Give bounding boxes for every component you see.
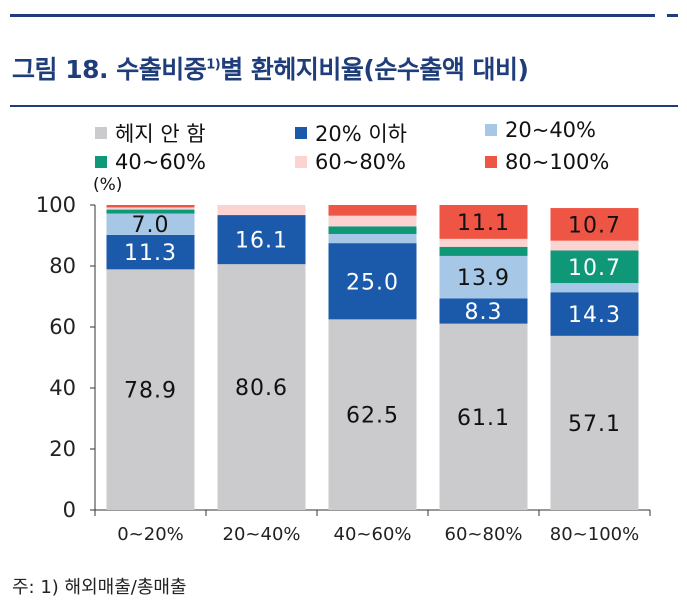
title-superscript: 1): [206, 57, 221, 73]
data-label: 80.6: [235, 376, 288, 401]
bar-segment: [550, 208, 639, 241]
y-tick-label: 100: [36, 193, 76, 217]
data-label: 78.9: [124, 379, 177, 404]
bar-segment: [439, 255, 528, 299]
bar-segment: [439, 298, 528, 324]
bar-segment: [328, 319, 417, 510]
top-rule: [10, 14, 678, 17]
bar-segment: [439, 246, 528, 256]
data-label: 7.0: [132, 213, 170, 238]
bar-segment: [106, 205, 195, 208]
bar-segment: [106, 207, 195, 210]
legend-item-under-20: 20% 이하: [295, 118, 407, 148]
bar-segment: [328, 233, 417, 244]
bar-segment: [439, 205, 528, 239]
legend-swatch: [95, 156, 107, 168]
legend-swatch: [485, 124, 497, 136]
legend-label: 60~80%: [315, 150, 406, 174]
data-label: 14.3: [568, 303, 621, 328]
y-tick-label: 80: [49, 254, 76, 278]
legend-swatch: [295, 156, 307, 168]
data-label: 25.0: [346, 270, 399, 295]
legend-swatch: [95, 127, 107, 139]
legend-label: 20~40%: [505, 118, 596, 142]
legend-label: 80~100%: [505, 150, 610, 174]
legend-label: 40~60%: [115, 150, 206, 174]
title-main: 그림 18. 수출비중: [12, 55, 207, 84]
y-tick-label: 60: [49, 315, 76, 339]
bar-segment: [106, 269, 195, 510]
data-label: 11.3: [124, 241, 177, 266]
figure-title: 그림 18. 수출비중1)별 환헤지비율(순수출액 대비): [12, 50, 529, 86]
data-label: 10.7: [568, 213, 621, 238]
data-label: 62.5: [346, 404, 399, 429]
bar-segment: [106, 213, 195, 235]
data-label: 57.1: [568, 412, 621, 437]
bar-segment: [106, 209, 195, 214]
legend-item-80-100: 80~100%: [485, 150, 609, 174]
title-rest: 별 환헤지비율(순수출액 대비): [220, 55, 529, 84]
legend-item-60-80: 60~80%: [295, 150, 406, 174]
legend-swatch: [485, 156, 497, 168]
legend-label: 20% 이하: [315, 122, 407, 146]
legend-label: 헤지 안 함: [115, 122, 206, 146]
bar-segment: [328, 226, 417, 234]
x-tick-label: 40~60%: [334, 524, 412, 545]
legend-item-40-60: 40~60%: [95, 150, 206, 174]
title-rule: [10, 105, 678, 107]
x-tick-label: 60~80%: [445, 524, 523, 545]
y-axis-unit: (%): [93, 175, 123, 195]
bar-segment: [439, 323, 528, 510]
data-label: 10.7: [568, 256, 621, 281]
legend-item-20-40: 20~40%: [485, 118, 596, 142]
bar-segment: [217, 205, 306, 216]
y-tick-label: 20: [49, 437, 76, 461]
bar-segment: [550, 240, 639, 251]
bar-segment: [106, 234, 195, 270]
top-rule-gap: [655, 14, 667, 17]
legend-item-no-hedge: 헤지 안 함: [95, 118, 206, 148]
bar-segment: [550, 292, 639, 336]
bar-segment: [550, 283, 639, 293]
bar-segment: [439, 238, 528, 247]
data-label: 61.1: [457, 406, 510, 431]
y-tick-label: 0: [63, 498, 76, 522]
x-tick-label: 20~40%: [223, 524, 301, 545]
bar-segment: [328, 215, 417, 227]
bar-segment: [550, 335, 639, 510]
bar-segment: [217, 215, 306, 265]
footnote: 주: 1) 해외매출/총매출: [12, 577, 187, 598]
bar-segment: [328, 205, 417, 216]
x-tick-label: 0~20%: [117, 524, 184, 545]
bar-segment: [217, 264, 306, 510]
data-label: 16.1: [235, 229, 288, 254]
bar-segment: [328, 243, 417, 320]
data-label: 11.1: [457, 211, 510, 236]
data-label: 8.3: [465, 300, 503, 325]
legend-swatch: [295, 127, 307, 139]
y-tick-label: 40: [49, 376, 76, 400]
bar-segment: [550, 250, 639, 284]
data-label: 13.9: [457, 266, 510, 291]
x-tick-label: 80~100%: [550, 524, 639, 545]
